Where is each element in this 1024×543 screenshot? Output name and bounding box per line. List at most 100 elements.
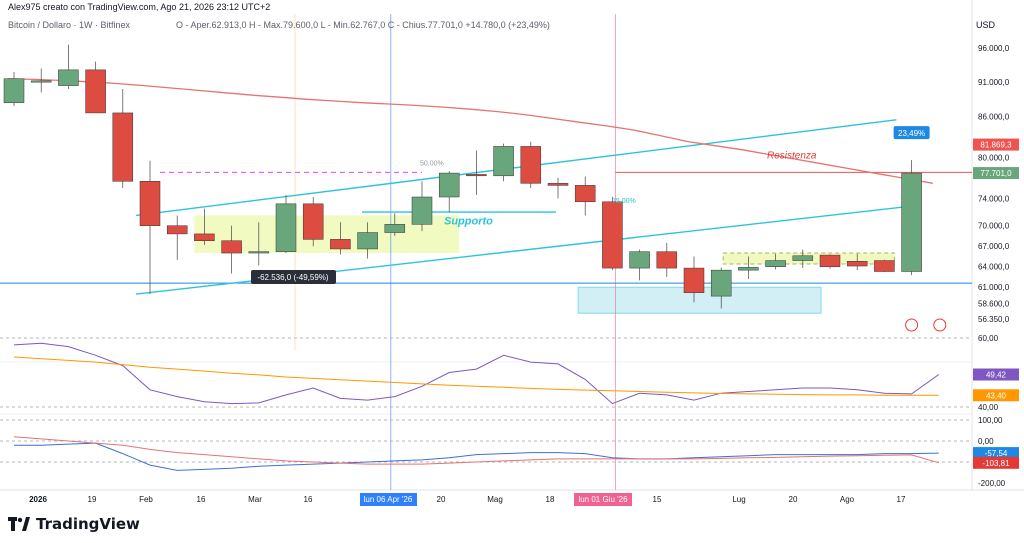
candle-body[interactable] [520, 146, 542, 184]
price-tag-last [973, 167, 1019, 180]
candle-body[interactable] [466, 174, 487, 177]
time-tick-label: 16 [304, 495, 313, 504]
time-tick-label: Mag [487, 495, 503, 504]
candle-body[interactable] [602, 201, 623, 269]
price-tick-label: 64.000,0 [978, 263, 1010, 272]
candle-body[interactable] [139, 181, 161, 226]
date-tag-apr [360, 493, 417, 506]
symbol-title[interactable]: Bitcoin / Dollaro · 1W · Bitfinex [8, 20, 131, 30]
candle-body[interactable] [58, 69, 79, 86]
resistenza-label: Resistenza [767, 151, 817, 162]
macd-value-tag [973, 456, 1019, 469]
candle-body[interactable] [30, 80, 52, 83]
macd-tick-label: 0,00 [978, 437, 994, 446]
candle-body[interactable] [302, 203, 324, 240]
time-tick-label: 15 [653, 495, 662, 504]
price-tick-label: 91.000,0 [978, 78, 1010, 87]
candle-body[interactable] [683, 267, 705, 293]
time-tick-label: 16 [197, 495, 206, 504]
rsi-value-tag-label: 43,40 [986, 391, 1007, 400]
price-tick-label: 70.000,0 [978, 222, 1010, 231]
date-tag-giu-label: lun 01 Giu '26 [578, 495, 628, 504]
candle-body[interactable] [85, 69, 106, 114]
measure-badge-label: -62.536,0 (-49,59%) [257, 273, 328, 282]
candle-body[interactable] [330, 239, 351, 250]
candle-body[interactable] [221, 240, 242, 254]
candle-body[interactable] [792, 255, 814, 261]
time-tick-label: 17 [897, 495, 906, 504]
candle-body[interactable] [248, 251, 270, 254]
macd-series-line [13, 436, 939, 465]
price-tick-label: 80.000,0 [978, 153, 1010, 162]
ohlc-readout: O - Aper.62.913,0 H - Max.79.600,0 L - M… [176, 20, 550, 30]
time-tick-label: Mar [248, 495, 262, 504]
time-tick-label: 2026 [29, 495, 47, 504]
rsi-series-line [13, 356, 939, 396]
macd-tick-label: 100,00 [978, 416, 1003, 425]
price-tick-label: 67.000,0 [978, 242, 1010, 251]
candle-body[interactable] [3, 78, 25, 103]
price-tick-label: 58.600,0 [978, 300, 1010, 309]
candle-body[interactable] [275, 203, 297, 252]
date-tag-apr-label: lun 06 Apr '26 [364, 495, 413, 504]
macd-series-line [14, 442, 939, 471]
rsi-tick-label: 60,00 [978, 334, 999, 343]
price-tick-label: 56.350,0 [978, 315, 1010, 324]
macd-value-tag [973, 447, 1019, 460]
candle-body[interactable] [846, 260, 868, 267]
time-tick-label: 20 [437, 495, 446, 504]
event-flag-icon[interactable] [933, 318, 947, 332]
candle-body[interactable] [738, 267, 759, 271]
candle-body[interactable] [112, 112, 134, 182]
supporto-label: Supporto [444, 215, 493, 227]
fib-75-label: 75,00% [612, 198, 636, 205]
price-tick-label: 61.000,0 [978, 283, 1010, 292]
rsi-tick-label: 40,00 [978, 403, 999, 412]
macd-value-tag-label: -57,54 [985, 449, 1008, 458]
price-tick-label: 86.000,0 [978, 112, 1010, 121]
change-badge-label: 23,49% [898, 129, 925, 138]
date-tag-giu [574, 493, 632, 506]
candle-body[interactable] [357, 232, 378, 250]
candle-body[interactable] [166, 225, 188, 235]
currency-label: USD [976, 20, 996, 30]
price-tag-last-label: 77.701,0 [980, 169, 1012, 178]
macd-value-tag-label: -103,81 [982, 459, 1010, 468]
time-tick-label: 20 [789, 495, 798, 504]
candle-body[interactable] [384, 224, 406, 233]
rsi-value-tag [973, 389, 1019, 402]
rsi-value-tag [973, 368, 1019, 381]
time-tick-label: Lug [732, 495, 745, 504]
time-tick-label: 18 [546, 495, 555, 504]
time-tick-label: 19 [88, 495, 97, 504]
candle-body[interactable] [765, 260, 786, 267]
tradingview-logo-icon [8, 517, 30, 531]
price-tag-ema [973, 138, 1019, 151]
brand-name: TradingView [36, 515, 140, 533]
candle-body[interactable] [710, 269, 732, 297]
fib-50-label: 50,00% [420, 161, 444, 168]
candle-body[interactable] [874, 260, 895, 272]
candle-body[interactable] [194, 233, 215, 241]
candle-body[interactable] [901, 172, 922, 272]
measure-badge [251, 269, 336, 284]
change-badge [893, 126, 930, 140]
candle-body[interactable] [574, 185, 596, 203]
candle-body[interactable] [493, 146, 514, 177]
candle-body[interactable] [547, 183, 569, 186]
ema-line [7, 78, 933, 184]
brand[interactable]: TradingView [8, 515, 140, 533]
event-flag-icon[interactable] [905, 318, 919, 332]
candle-body[interactable] [656, 251, 678, 269]
macd-tick-label: -200,00 [978, 479, 1006, 488]
candle-body[interactable] [629, 251, 650, 269]
candle-body[interactable] [438, 172, 460, 198]
price-tick-label: 96.000,0 [978, 44, 1010, 53]
candle-body[interactable] [819, 254, 841, 267]
price-tick-label: 74.000,0 [978, 194, 1010, 203]
rsi-value-tag-label: 49,42 [986, 371, 1007, 380]
candle-body[interactable] [411, 196, 433, 225]
time-tick-label: Ago [840, 495, 855, 504]
time-tick-label: Feb [139, 495, 153, 504]
